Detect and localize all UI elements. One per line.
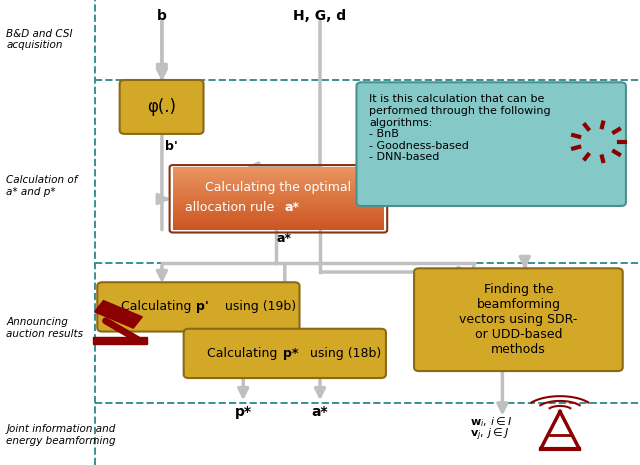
Bar [173, 196, 384, 197]
Text: $\mathbf{w}_{i},\, i \in I$: $\mathbf{w}_{i},\, i \in I$ [470, 415, 513, 429]
Text: Announcing
auction results: Announcing auction results [6, 317, 83, 339]
Bar [173, 188, 384, 189]
Text: Calculating the optimal: Calculating the optimal [205, 181, 351, 193]
FancyBboxPatch shape [120, 80, 204, 134]
Text: allocation rule: allocation rule [185, 201, 278, 213]
Bar [93, 337, 147, 344]
Bar [173, 180, 384, 181]
Bar [173, 211, 384, 213]
Bar [173, 210, 384, 211]
Text: H, G, d: H, G, d [293, 9, 347, 23]
Bar [173, 191, 384, 193]
Bar [173, 204, 384, 205]
Bar [173, 199, 384, 200]
Text: Joint information and
energy beamforming: Joint information and energy beamforming [6, 424, 116, 445]
Text: φ(.): φ(.) [147, 98, 176, 116]
Bar [173, 189, 384, 191]
Bar [173, 186, 384, 188]
Bar [173, 169, 384, 171]
Bar [173, 206, 384, 208]
Bar [173, 181, 384, 183]
Bar [173, 183, 384, 185]
Bar [173, 167, 384, 169]
Text: p': p' [196, 300, 209, 313]
Bar [173, 185, 384, 186]
Bar [173, 224, 384, 226]
Bar [173, 214, 384, 216]
Bar [173, 229, 384, 230]
Bar [173, 175, 384, 177]
Text: Calculating: Calculating [207, 347, 282, 360]
Text: Finding the
beamforming
vectors using SDR-
or UDD-based
methods: Finding the beamforming vectors using SD… [460, 283, 577, 356]
FancyBboxPatch shape [414, 268, 623, 371]
Bar [173, 221, 384, 222]
Bar [173, 173, 384, 175]
Bar [173, 213, 384, 214]
Bar [173, 226, 384, 227]
Bar [173, 200, 384, 202]
Bar [173, 218, 384, 219]
Bar [173, 222, 384, 224]
Text: a*: a* [285, 201, 300, 213]
Bar [173, 208, 384, 210]
Bar [173, 179, 384, 180]
Text: $\mathbf{v}_{j},\, j \in J$: $\mathbf{v}_{j},\, j \in J$ [470, 426, 510, 443]
Bar [173, 193, 384, 194]
Text: p*: p* [235, 405, 252, 418]
FancyBboxPatch shape [184, 329, 386, 378]
Bar [173, 194, 384, 196]
Bar [173, 205, 384, 206]
Bar [173, 216, 384, 218]
Bar [173, 202, 384, 204]
Text: B&D and CSI
acquisition: B&D and CSI acquisition [6, 29, 73, 50]
Text: Calculating: Calculating [121, 300, 195, 313]
Text: p*: p* [283, 347, 298, 360]
Bar [173, 171, 384, 172]
Bar [173, 227, 384, 229]
Bar [173, 172, 384, 174]
Bar [173, 197, 384, 199]
Text: a*: a* [276, 232, 291, 245]
Text: Calculation of
a* and p*: Calculation of a* and p* [6, 175, 78, 197]
Text: using (19b): using (19b) [221, 300, 296, 313]
Text: b': b' [165, 140, 178, 153]
Text: It is this calculation that can be
performed through the following
algorithms:
-: It is this calculation that can be perfo… [369, 94, 551, 162]
Text: b: b [157, 9, 167, 23]
Text: a*: a* [312, 405, 328, 418]
FancyBboxPatch shape [97, 282, 300, 332]
Bar [173, 177, 384, 179]
FancyBboxPatch shape [356, 82, 626, 206]
Bar [173, 219, 384, 221]
Text: using (18b): using (18b) [306, 347, 381, 360]
Bar [95, 300, 142, 328]
